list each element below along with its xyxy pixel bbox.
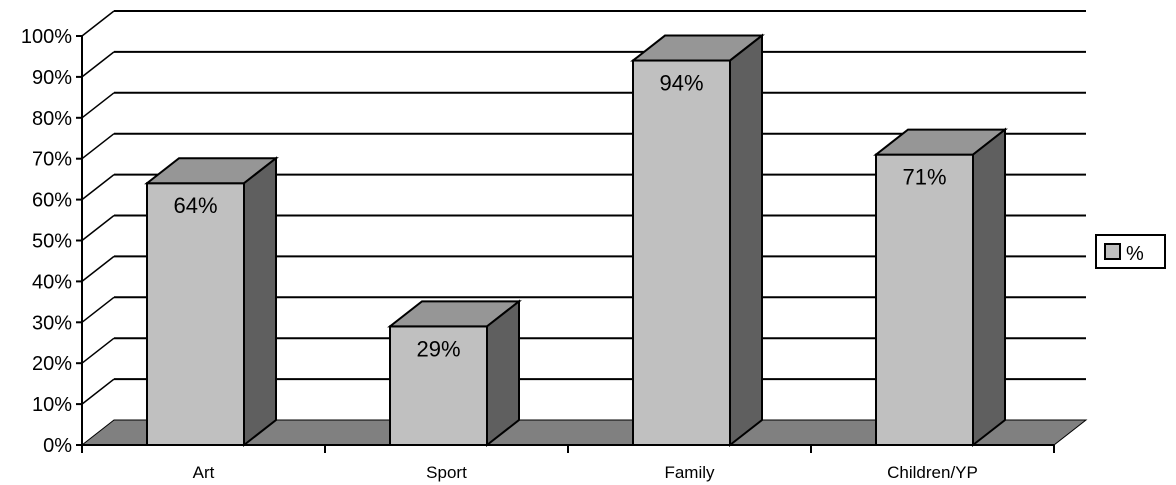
gridline-diagonal (81, 255, 115, 282)
legend-swatch (1104, 243, 1121, 260)
bar-front (389, 325, 488, 447)
data-label: 29% (416, 336, 460, 361)
bar-side (486, 299, 520, 448)
y-tick-label: 10% (32, 394, 72, 416)
y-tick-label: 70% (32, 149, 72, 171)
gridline-diagonal (81, 174, 115, 201)
data-label: 71% (902, 165, 946, 190)
y-tick-label: 90% (32, 67, 72, 89)
legend: % (1095, 234, 1166, 269)
y-tick-label: 100% (21, 26, 72, 48)
gridline-diagonal (81, 337, 115, 364)
bar-side (972, 127, 1006, 448)
data-label: 94% (659, 71, 703, 96)
x-category-label: Art (193, 463, 215, 482)
bar-side (243, 156, 277, 448)
bar-side (729, 33, 763, 448)
gridline-diagonal (81, 133, 115, 160)
y-tick-label: 80% (32, 108, 72, 130)
y-tick-label: 40% (32, 271, 72, 293)
legend-series-name: % (1126, 243, 1144, 265)
x-category-label: Children/YP (887, 463, 978, 482)
gridline-diagonal (81, 214, 115, 242)
back-wall (81, 10, 1086, 37)
labels: 0% 10% 20% 30% 40% 50% 60% 70% 80% 90% 100% 64% Art 2… (21, 26, 978, 482)
bars (144, 33, 1008, 448)
gridline-diagonal (81, 92, 115, 119)
data-label: 64% (173, 193, 217, 218)
y-tick-label: 50% (32, 231, 72, 253)
y-tick-label: 60% (32, 190, 72, 212)
bar-front (875, 153, 974, 447)
y-tick-label: 0% (43, 435, 72, 457)
x-category-label: Family (664, 463, 715, 482)
gridline-diagonal (81, 10, 115, 37)
gridline-diagonal (81, 378, 115, 405)
bar-front (632, 59, 731, 446)
x-category-label: Sport (426, 463, 467, 482)
gridline-diagonal (81, 51, 115, 78)
gridline-diagonal (81, 296, 115, 323)
y-tick-label: 30% (32, 312, 72, 334)
y-tick-label: 20% (32, 353, 72, 375)
bar-front (146, 182, 245, 447)
